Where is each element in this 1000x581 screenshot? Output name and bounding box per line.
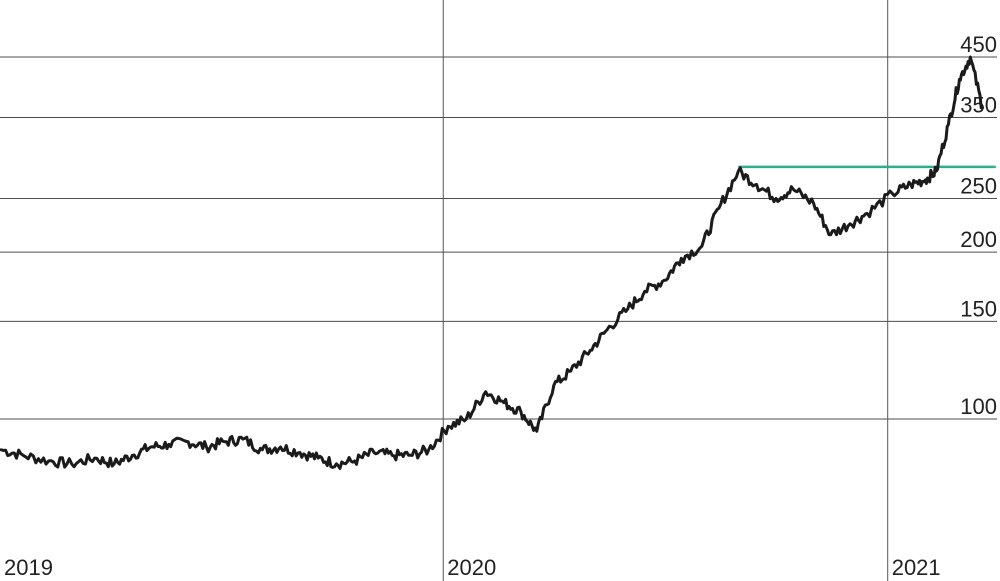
x-axis-tick-labels: 2019 2020 2021 <box>4 555 941 580</box>
y-tick-150: 150 <box>960 296 997 321</box>
y-tick-200: 200 <box>960 227 997 252</box>
x-tick-2021: 2021 <box>892 555 941 580</box>
y-tick-100: 100 <box>960 394 997 419</box>
y-tick-450: 450 <box>960 32 997 57</box>
horizontal-gridlines <box>0 56 997 420</box>
x-tick-2020: 2020 <box>447 555 496 580</box>
y-tick-350: 350 <box>960 92 997 117</box>
price-series-line <box>0 55 984 470</box>
x-tick-2019: 2019 <box>4 555 53 580</box>
vertical-gridlines <box>442 0 889 581</box>
y-tick-250: 250 <box>960 173 997 198</box>
y-axis-tick-labels: 100 150 200 250 350 450 <box>960 32 997 419</box>
